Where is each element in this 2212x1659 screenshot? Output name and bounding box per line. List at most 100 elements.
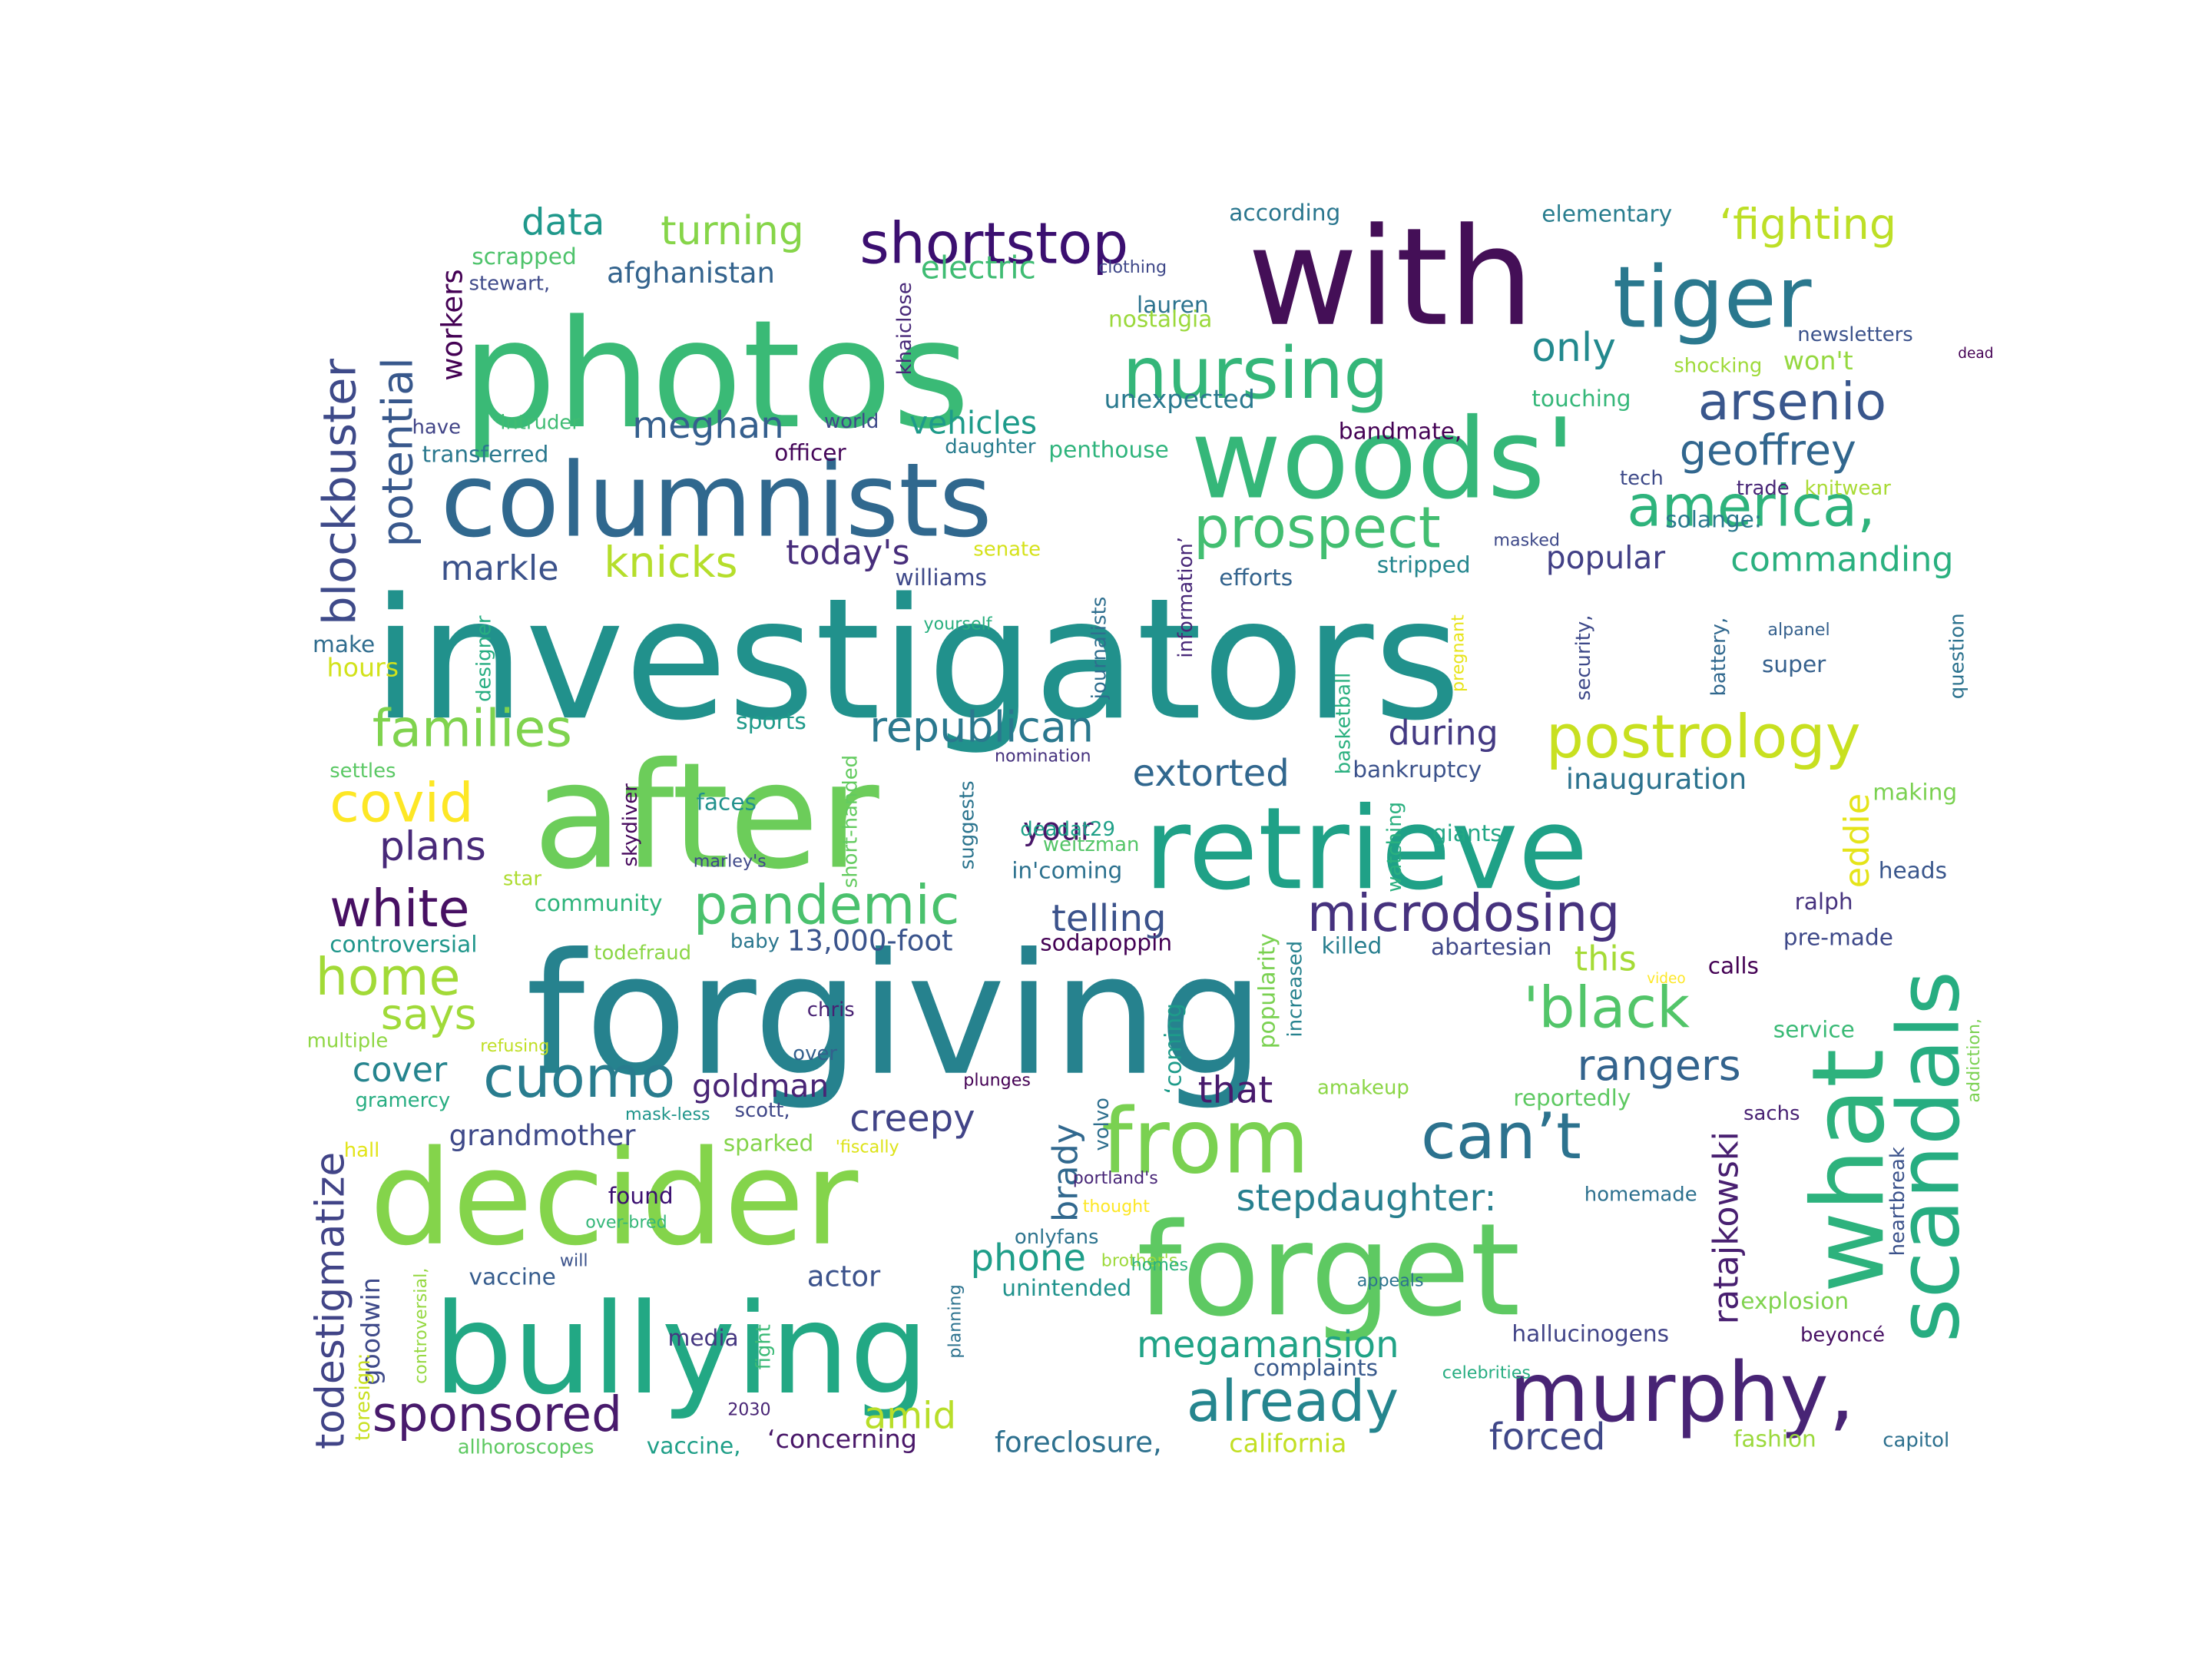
cloud-word: what — [1790, 1048, 1906, 1293]
cloud-word: stepdaughter: — [1237, 1177, 1497, 1220]
cloud-word: increased — [1284, 941, 1307, 1038]
cloud-word: meghan — [632, 404, 783, 447]
cloud-word: heads — [1879, 857, 1947, 883]
cloud-word: after — [533, 731, 880, 902]
cloud-word: ‘fighting — [1720, 200, 1897, 250]
cloud-word: watching — [1383, 802, 1406, 892]
cloud-word: inauguration — [1566, 763, 1747, 796]
cloud-word: can’t — [1421, 1099, 1581, 1174]
cloud-word: says — [381, 989, 477, 1039]
cloud-word: celebrities — [1442, 1363, 1531, 1383]
cloud-word: white — [329, 879, 469, 939]
cloud-word: media — [668, 1325, 739, 1351]
cloud-word: pandemic — [694, 874, 960, 937]
cloud-word: mask-less — [625, 1104, 710, 1124]
cloud-word: killed — [1322, 932, 1382, 959]
cloud-word: ‘concerning — [767, 1424, 917, 1454]
cloud-word: arsenio — [1698, 372, 1886, 432]
cloud-word: retrieve — [1144, 783, 1588, 915]
cloud-word: woods' — [1190, 396, 1575, 525]
cloud-word: world — [824, 410, 879, 433]
cloud-word: touching — [1532, 386, 1631, 412]
cloud-word: hallucinogens — [1512, 1320, 1669, 1346]
cloud-word: grandmother — [449, 1119, 637, 1152]
cloud-word: over — [793, 1042, 837, 1065]
cloud-word: forgiving — [526, 918, 1265, 1113]
cloud-word: khaiclose — [893, 282, 916, 375]
cloud-word: electric — [921, 250, 1036, 286]
cloud-word: battery, — [1707, 618, 1730, 697]
cloud-word: controversial — [329, 932, 477, 958]
cloud-word: in'coming — [1012, 857, 1122, 883]
cloud-word: from — [1101, 1090, 1310, 1194]
cloud-word: allhoroscopes — [458, 1436, 594, 1459]
cloud-word: today's — [786, 534, 910, 573]
cloud-word: tech — [1620, 467, 1664, 490]
cloud-word: gramercy — [356, 1089, 451, 1112]
cloud-word: information’ — [1174, 537, 1197, 658]
cloud-word: homes — [1131, 1255, 1188, 1275]
cloud-word: intruder — [500, 412, 580, 435]
cloud-word: dead — [1958, 346, 1993, 362]
cloud-word: masked — [1493, 530, 1560, 550]
cloud-word: todestigmatize — [308, 1152, 354, 1449]
cloud-word: murphy, — [1509, 1345, 1855, 1441]
cloud-word: sports — [736, 708, 806, 734]
cloud-word: sachs — [1743, 1102, 1800, 1125]
cloud-word: megamansion — [1137, 1323, 1399, 1366]
cloud-word: newsletters — [1797, 323, 1913, 346]
cloud-word: postrology — [1546, 703, 1861, 772]
cloud-word: calls — [1708, 952, 1759, 979]
cloud-word: cuomo — [483, 1045, 675, 1111]
cloud-word: homemade — [1584, 1183, 1697, 1206]
cloud-word: volvo — [1091, 1098, 1114, 1151]
cloud-word: making — [1873, 780, 1957, 806]
cloud-word: controversial, — [411, 1268, 431, 1384]
cloud-word: baby — [730, 930, 780, 953]
cloud-word: heartbreak — [1886, 1147, 1909, 1256]
cloud-word: creepy — [849, 1098, 975, 1141]
cloud-word: popular — [1546, 539, 1666, 576]
cloud-word: bankruptcy — [1353, 757, 1482, 783]
cloud-word: scandals — [1879, 971, 1979, 1343]
cloud-word: brady — [1046, 1124, 1085, 1222]
cloud-word: plunges — [963, 1070, 1031, 1090]
cloud-word: sodapoppin — [1040, 930, 1172, 956]
cloud-word: yourself — [924, 614, 993, 634]
cloud-word: markle — [441, 549, 559, 588]
cloud-word: penthouse — [1048, 437, 1169, 463]
cloud-word: amakeup — [1317, 1077, 1409, 1100]
cloud-word: during — [1389, 714, 1498, 753]
cloud-word: knitwear — [1805, 477, 1892, 500]
cloud-word: home — [316, 947, 461, 1007]
cloud-word: unexpected — [1104, 384, 1255, 414]
cloud-word: lauren — [1137, 292, 1209, 318]
cloud-word: super — [1762, 651, 1826, 677]
cloud-word: rangers — [1578, 1041, 1741, 1091]
cloud-word: blockbuster — [313, 358, 366, 625]
cloud-word: refusing — [480, 1036, 549, 1056]
cloud-word: sparked — [724, 1131, 814, 1157]
cloud-word: shortstop — [859, 210, 1128, 276]
cloud-word: tiger — [1613, 249, 1812, 348]
cloud-word: over-bred — [585, 1212, 667, 1232]
cloud-word: america, — [1627, 474, 1876, 540]
cloud-word: will — [560, 1250, 588, 1270]
cloud-word: capitol — [1883, 1429, 1949, 1452]
cloud-word: forced — [1489, 1416, 1606, 1459]
cloud-word: vaccine, — [647, 1433, 741, 1459]
cloud-word: settles — [329, 760, 396, 783]
cloud-word: commanding — [1730, 541, 1953, 580]
cloud-word: this — [1575, 940, 1637, 979]
cloud-word: with — [1247, 200, 1534, 356]
cloud-word: california — [1229, 1429, 1346, 1459]
cloud-word: actor — [807, 1260, 881, 1293]
cloud-word: fashion — [1734, 1426, 1816, 1452]
cloud-word: faces — [697, 790, 757, 816]
cloud-word: abartesian — [1431, 934, 1552, 960]
cloud-word: shocking — [1674, 355, 1762, 378]
cloud-word: brother's — [1101, 1250, 1178, 1270]
cloud-word: nostalgia — [1108, 306, 1212, 333]
cloud-word: bandmate, — [1339, 419, 1462, 445]
cloud-word: amid — [864, 1394, 956, 1437]
